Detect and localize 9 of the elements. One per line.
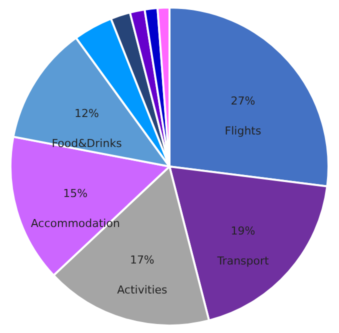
- data-label: 12%: [74, 106, 99, 120]
- data-label: 15%: [63, 186, 88, 200]
- data-label: 17%: [130, 254, 154, 267]
- slice-label: Transport: [216, 254, 270, 268]
- slice-label: Food&Drinks: [52, 136, 122, 150]
- slice-label: Activities: [117, 284, 168, 297]
- data-label: 19%: [230, 224, 256, 238]
- data-label: 27%: [230, 94, 256, 108]
- slice-label: Flights: [224, 124, 262, 138]
